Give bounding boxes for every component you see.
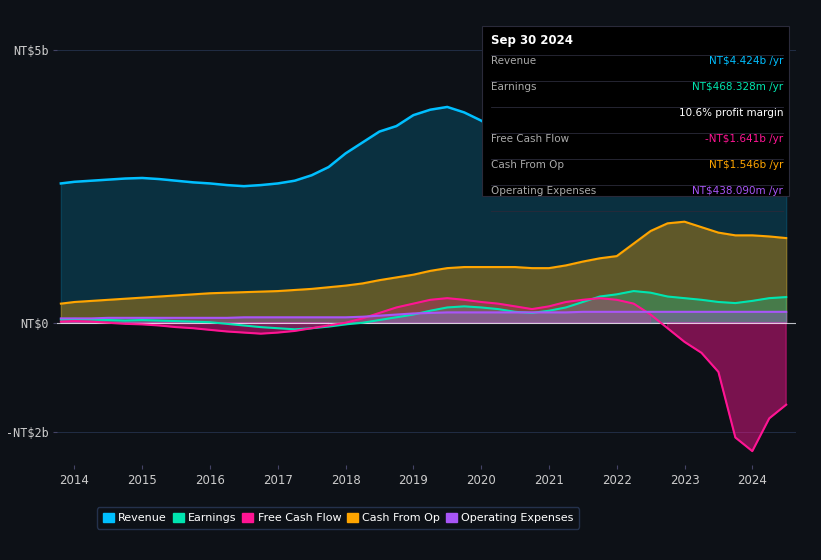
Text: Earnings: Earnings: [491, 82, 537, 92]
Text: Free Cash Flow: Free Cash Flow: [491, 134, 569, 144]
Text: 10.6% profit margin: 10.6% profit margin: [679, 108, 783, 118]
Text: Revenue: Revenue: [491, 56, 536, 66]
Text: NT$4.424b /yr: NT$4.424b /yr: [709, 56, 783, 66]
Text: Operating Expenses: Operating Expenses: [491, 186, 596, 196]
Legend: Revenue, Earnings, Free Cash Flow, Cash From Op, Operating Expenses: Revenue, Earnings, Free Cash Flow, Cash …: [97, 507, 580, 529]
Text: NT$468.328m /yr: NT$468.328m /yr: [692, 82, 783, 92]
Text: NT$438.090m /yr: NT$438.090m /yr: [692, 186, 783, 196]
Text: NT$1.546b /yr: NT$1.546b /yr: [709, 160, 783, 170]
Text: Cash From Op: Cash From Op: [491, 160, 564, 170]
Text: Sep 30 2024: Sep 30 2024: [491, 34, 573, 47]
Text: -NT$1.641b /yr: -NT$1.641b /yr: [705, 134, 783, 144]
FancyBboxPatch shape: [483, 26, 789, 196]
